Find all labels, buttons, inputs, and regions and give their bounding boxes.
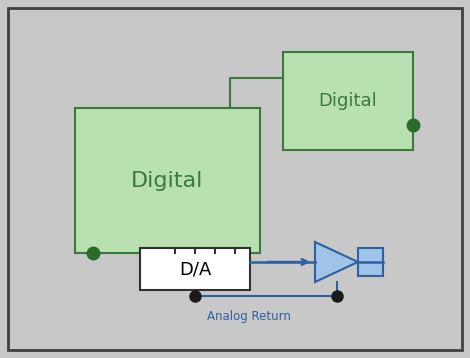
Text: Analog Return: Analog Return (207, 310, 291, 323)
Text: D/A: D/A (179, 260, 211, 278)
Bar (140, 248, 250, 290)
Polygon shape (315, 242, 358, 282)
Text: Digital: Digital (319, 92, 377, 110)
Bar (75, 108, 260, 253)
Bar (283, 52, 413, 150)
Bar (358, 248, 383, 276)
Text: Digital: Digital (131, 170, 204, 190)
